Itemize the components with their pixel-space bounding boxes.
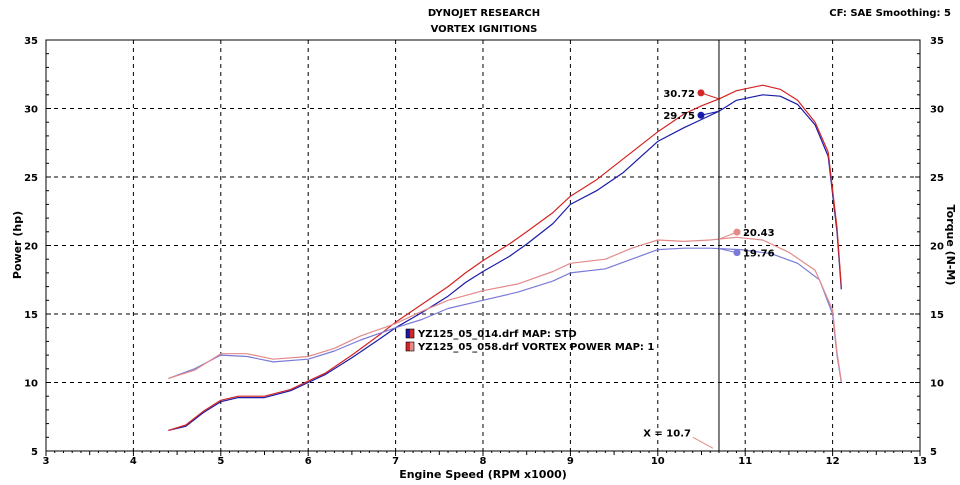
x-tick-label: 6 bbox=[305, 456, 312, 467]
readout-value-torque: 20.43 bbox=[743, 228, 775, 239]
legend-swatch-torque bbox=[410, 342, 414, 351]
series-line-power-1 bbox=[168, 94, 842, 431]
readout-marker-torque bbox=[733, 249, 741, 257]
chart-subtitle: VORTEX IGNITIONS bbox=[431, 24, 538, 35]
legend-swatch-border bbox=[405, 328, 415, 339]
x-tick-label: 8 bbox=[480, 456, 487, 467]
x-tick-label: 13 bbox=[913, 456, 927, 467]
series-lines bbox=[168, 84, 842, 431]
y-axis-right-label: Torque (N-M) bbox=[944, 205, 957, 286]
x-axis-label: Engine Speed (RPM x1000) bbox=[399, 468, 567, 481]
readout-value-torque: 19.76 bbox=[743, 249, 775, 260]
legend-swatch-border bbox=[405, 341, 415, 352]
legend-label: YZ125_05_014.drf MAP: STD bbox=[417, 329, 577, 340]
y-right-tick-label: 5 bbox=[930, 447, 937, 458]
cursor-label: X = 10.7 bbox=[643, 429, 691, 440]
y-left-tick-label: 15 bbox=[24, 310, 38, 321]
y-left-tick-label: 30 bbox=[24, 105, 38, 116]
x-tick-label: 4 bbox=[130, 456, 137, 467]
y-left-tick-label: 20 bbox=[24, 242, 38, 253]
readout-marker-power bbox=[697, 89, 705, 97]
x-tick-label: 5 bbox=[217, 456, 224, 467]
readout-marker-power bbox=[697, 111, 705, 119]
legend: YZ125_05_014.drf MAP: STD YZ125_05_058.dr… bbox=[405, 328, 654, 353]
y-right-tick-label: 35 bbox=[930, 36, 944, 47]
series-line-power-2 bbox=[168, 84, 842, 431]
y-right-tick-label: 20 bbox=[930, 242, 944, 253]
series-line-torque-3 bbox=[168, 247, 842, 383]
legend-swatch-power bbox=[406, 342, 410, 351]
x-tick-label: 11 bbox=[738, 456, 752, 467]
readout-marker-torque bbox=[733, 228, 741, 236]
y-right-tick-label: 30 bbox=[930, 105, 944, 116]
y-axis-left-label: Power (hp) bbox=[11, 211, 24, 279]
y-right-tick-label: 25 bbox=[930, 173, 944, 184]
series-line-torque-4 bbox=[168, 236, 842, 382]
x-tick-label: 3 bbox=[43, 456, 50, 467]
y-left-tick-label: 25 bbox=[24, 173, 38, 184]
legend-swatch-power bbox=[406, 329, 410, 338]
legend-swatch-torque bbox=[410, 329, 414, 338]
y-left-tick-label: 35 bbox=[24, 36, 38, 47]
readout-value-power: 29.75 bbox=[663, 111, 695, 122]
x-tick-label: 7 bbox=[392, 456, 399, 467]
x-tick-label: 12 bbox=[826, 456, 840, 467]
cursor-label-leader bbox=[692, 436, 714, 449]
y-left-tick-label: 10 bbox=[24, 379, 38, 390]
rpm-cursor[interactable]: X = 10.7 bbox=[643, 40, 720, 451]
cursor-readouts: 29.75 30.72 19.76 20.43 bbox=[663, 89, 774, 260]
legend-label: YZ125_05_058.drf VORTEX POWER MAP: 1 bbox=[417, 342, 654, 353]
x-tick-label: 10 bbox=[651, 456, 665, 467]
chart-title: DYNOJET RESEARCH bbox=[428, 8, 540, 19]
x-tick-label: 9 bbox=[567, 456, 574, 467]
readout-value-power: 30.72 bbox=[663, 89, 695, 100]
grid-lines bbox=[46, 40, 920, 451]
y-right-tick-label: 10 bbox=[930, 379, 944, 390]
y-left-tick-label: 5 bbox=[31, 447, 38, 458]
y-right-tick-label: 15 bbox=[930, 310, 944, 321]
correction-smoothing-label: CF: SAE Smoothing: 5 bbox=[829, 8, 951, 19]
